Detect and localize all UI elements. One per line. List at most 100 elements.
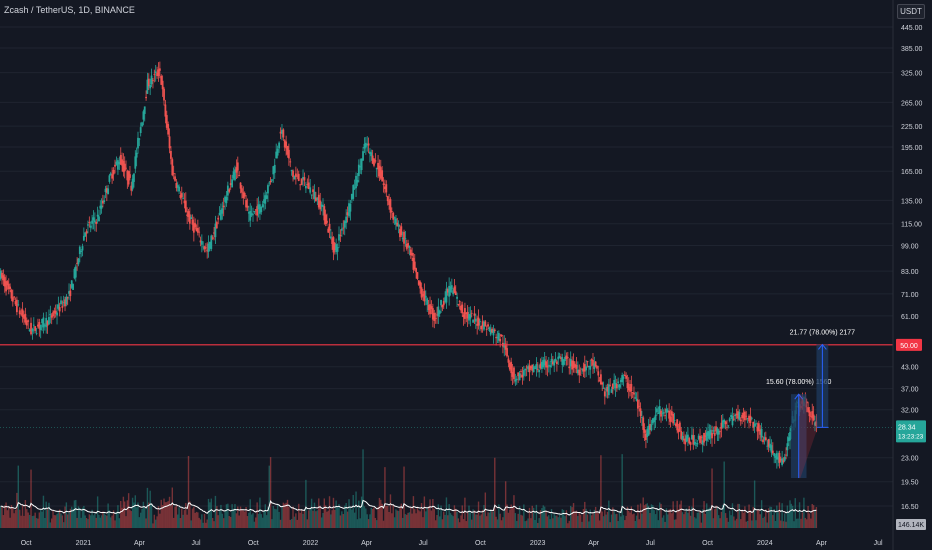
volume-bar [103,512,105,528]
volume-bar [672,501,674,528]
volume-bar [704,513,707,528]
volume-bar [584,501,586,528]
volume-bar [275,509,277,528]
volume-bar [476,514,478,528]
candle-body [68,291,70,294]
candle-body [61,306,64,308]
arrow-head-icon [817,343,827,350]
volume-bar [472,509,474,528]
volume-bar [187,455,190,528]
volume-bar [677,509,680,528]
volume-bar [68,512,70,528]
volume-bar [41,511,43,528]
time-tick-label: Oct [21,540,32,547]
candle-body [453,286,456,294]
volume-bar [794,498,796,528]
volume-bar [44,517,46,528]
candle-body [480,325,483,330]
candle-body [621,375,624,383]
volume-bar [592,512,594,528]
volume-bar [79,507,81,528]
volume-bar [288,506,290,528]
candle-body [742,412,745,419]
candle-body [566,357,569,358]
time-axis[interactable]: Oct 2021 Apr Jul Oct 2022 Apr Jul Oct 2023 Apr Jul O… [21,540,883,547]
price-range-label: 21.77 (78.00%) 2177 [790,329,855,336]
drawings[interactable]: 15.60 (78.00%) 1560 21.77 (78.00%) 2177 [766,329,855,479]
candle-body [434,318,437,319]
volume-bar [207,498,210,528]
candle-body [172,173,175,174]
candle-body [705,432,708,441]
candle-body [182,197,185,199]
volume-bar [590,515,593,528]
volume-bar [653,510,655,528]
volume-bar [531,505,533,528]
volume-bar [96,496,99,528]
price-axis[interactable]: 445.00 385.00 325.00 265.00 225.00 195.00 165.… [892,0,926,550]
candle-body [645,433,647,440]
candle-body [170,150,172,159]
candle-body [122,160,125,173]
candle-body [206,249,209,251]
candle-body [121,159,123,166]
triangle-pattern[interactable] [799,393,818,479]
volume-bar [469,512,472,528]
volume-bar [538,518,540,528]
volume-bar [306,519,309,528]
volume-bar [503,510,505,528]
volume-bar [628,510,630,528]
volume-bar [549,519,551,528]
candle-body [416,272,419,280]
candle-body [99,205,102,209]
volume-bar [48,502,50,528]
volume-bar [257,513,260,528]
candle-body [147,78,150,87]
candle-body [430,306,433,310]
candle-body [190,217,193,220]
candle-body [763,437,766,440]
candle-body [225,196,228,204]
volume-bar [282,502,285,528]
candle-body [477,317,480,326]
candle-body [561,357,564,366]
candle-body [7,283,10,290]
volume-bar [419,511,421,528]
candle-body [191,219,194,225]
volume-bar [313,502,316,528]
candle-body [417,280,420,285]
volume-bar [206,519,208,528]
candle-body [104,188,107,193]
candle-body [629,387,631,392]
volume-bar [811,503,813,528]
volume-bar [416,506,419,528]
candle-body [472,319,474,323]
price-tick-label: 43.00 [901,365,919,372]
volume-bar [668,509,670,528]
volume-bar [569,505,572,528]
candle-body [409,249,412,256]
volume-bar [596,510,598,528]
candle-body [627,384,630,391]
candle-body [569,358,572,367]
candle-body [45,317,48,328]
candle-body [232,171,235,179]
currency-unit-button[interactable]: USDT [897,4,925,19]
candle-body [680,431,683,439]
candle-body [209,241,211,249]
volume-bar [324,505,327,528]
candle-body [571,360,574,370]
volume-bar [141,508,143,528]
candle-body [289,161,292,163]
volume-bar [88,514,91,528]
volume-bar [213,521,215,528]
candle-body [241,188,243,193]
volume-bar [737,503,739,528]
candle-body [538,370,541,373]
candle-body [436,314,438,316]
volume-bar [374,517,377,528]
volume-bar [791,505,794,528]
volume-bar [488,512,491,528]
candle-body [175,183,178,189]
